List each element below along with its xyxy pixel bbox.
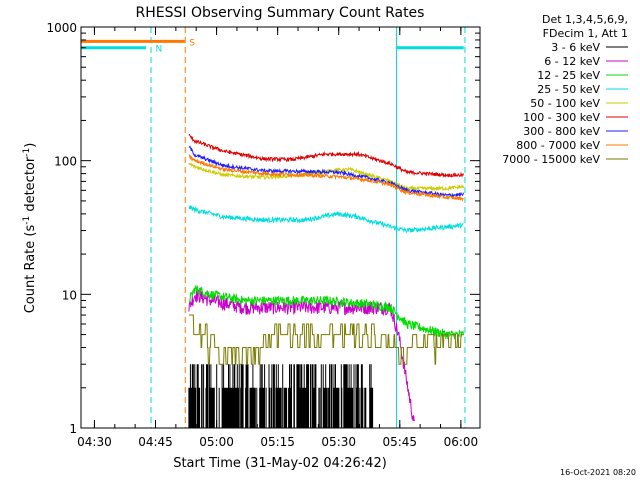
legend-label-2: 12 - 25 keV xyxy=(537,69,600,82)
x-tick-label-3: 05:15 xyxy=(260,435,295,449)
y-tick-label-3: 1000 xyxy=(46,21,77,35)
legend-header-line-2: FDecim 1, Att 1 xyxy=(543,27,628,40)
y-tick-label-1: 10 xyxy=(62,288,77,302)
chart-title: RHESSI Observing Summary Count Rates xyxy=(136,5,425,21)
series-line-100to300keV xyxy=(188,133,464,178)
state-bar-label-S: S xyxy=(189,38,195,48)
series-line-7000to15000keV xyxy=(188,314,464,365)
series-line-50to100keV xyxy=(188,162,464,192)
plot-frame xyxy=(80,26,481,429)
legend-label-1: 6 - 12 keV xyxy=(544,55,600,68)
footer-date: 16-Oct-2021 08:20 xyxy=(560,468,636,477)
legend-label-7: 800 - 7000 keV xyxy=(516,139,600,152)
y-tick-label-2: 100 xyxy=(54,155,77,169)
state-bars: NS xyxy=(81,38,464,55)
series-line-800to7000keV xyxy=(188,154,464,202)
y-axis-ticks: 1 10 100 1000 xyxy=(46,21,480,436)
y-tick-label-0: 1 xyxy=(69,422,77,436)
legend-label-0: 3 - 6 keV xyxy=(551,41,600,54)
x-tick-label-2: 05:00 xyxy=(199,435,234,449)
x-tick-label-0: 04:30 xyxy=(77,435,112,449)
series-group xyxy=(188,133,464,428)
legend-label-6: 300 - 800 keV xyxy=(523,125,600,138)
legend-label-8: 7000 - 15000 keV xyxy=(502,153,600,166)
state-bar-label-N: N xyxy=(156,45,163,55)
legend-label-4: 50 - 100 keV xyxy=(530,97,600,110)
series-line-3to6keV xyxy=(188,364,374,428)
series-line-25to50keV xyxy=(188,205,464,234)
legend-label-5: 100 - 300 keV xyxy=(523,111,600,124)
series-line-300to800keV xyxy=(188,145,464,199)
x-axis-ticks: 04:30 04:45 05:00 05:15 05:30 05:45 06:00 xyxy=(77,27,478,449)
x-axis-label: Start Time (31-May-02 04:26:42) xyxy=(173,456,387,471)
x-tick-label-5: 05:45 xyxy=(382,435,417,449)
x-tick-label-4: 05:30 xyxy=(321,435,356,449)
x-tick-label-6: 06:00 xyxy=(444,435,479,449)
y-axis-label: Count Rate (s-1 detector-1) xyxy=(22,143,38,314)
legend-label-3: 25 - 50 keV xyxy=(537,83,600,96)
legend-header-line-1: Det 1,3,4,5,6,9, xyxy=(542,13,628,26)
x-tick-label-1: 04:45 xyxy=(138,435,173,449)
series-line-12to25keV xyxy=(188,284,464,340)
